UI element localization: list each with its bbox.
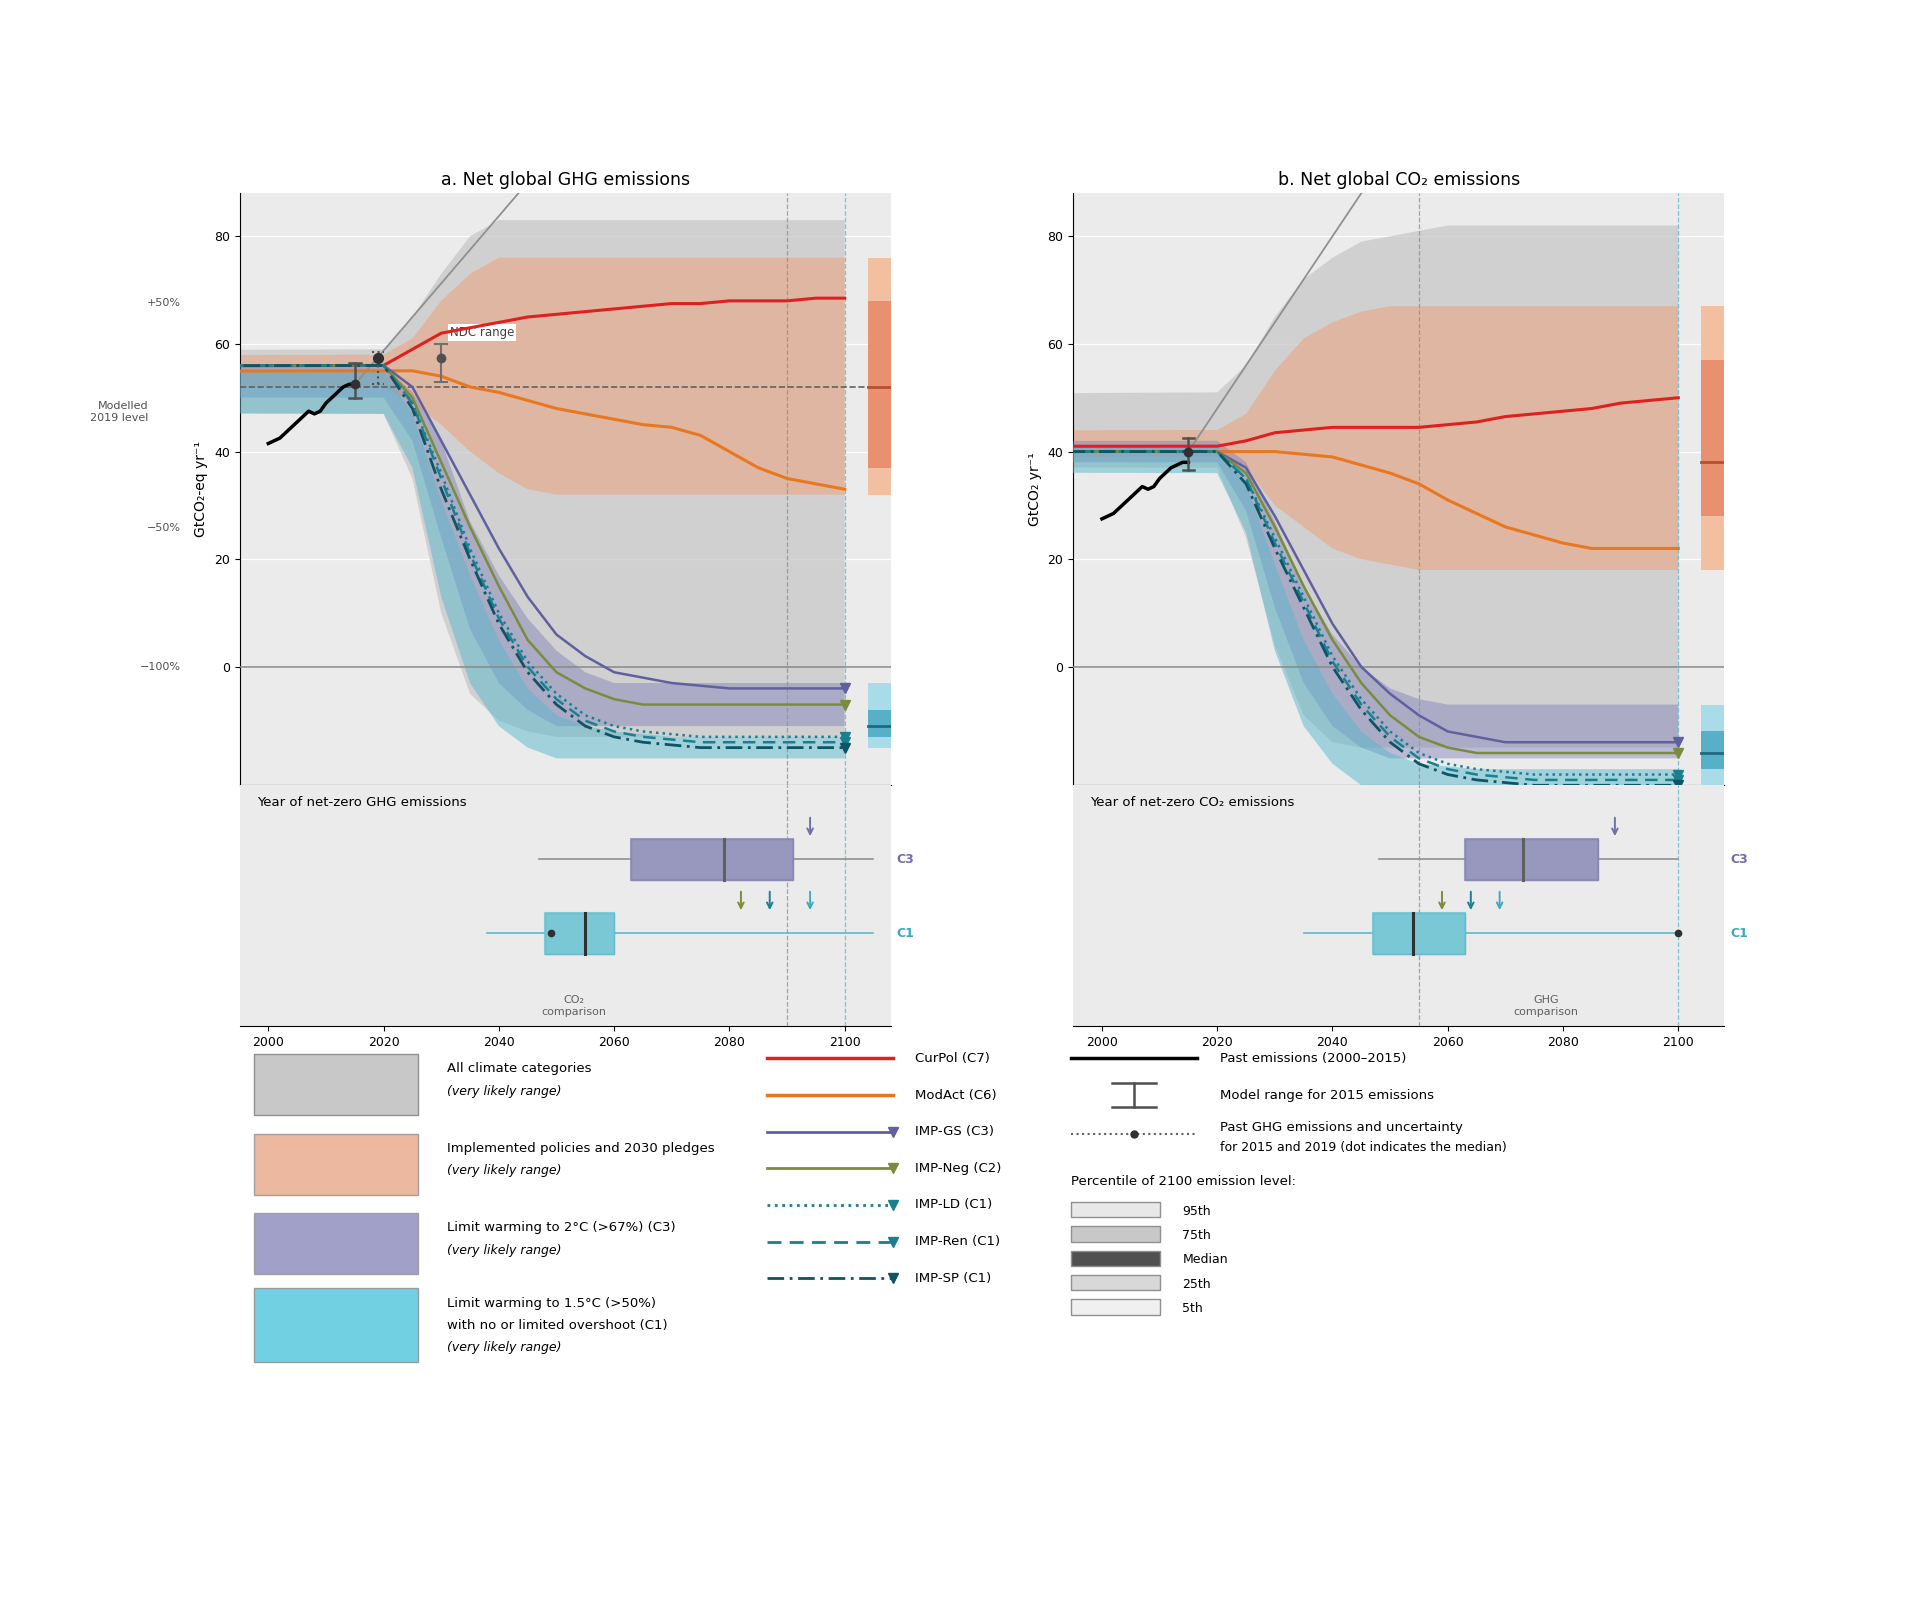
Text: Modelled
2019 level: Modelled 2019 level bbox=[90, 401, 148, 423]
Text: (very likely range): (very likely range) bbox=[446, 1243, 561, 1257]
Bar bbox=[1071, 1227, 1159, 1241]
Bar bbox=[255, 1133, 418, 1195]
Text: 25th: 25th bbox=[1182, 1278, 1211, 1291]
Bar bbox=[868, 301, 897, 469]
Text: (very likely range): (very likely range) bbox=[446, 1341, 561, 1354]
Bar bbox=[868, 683, 897, 747]
Bar bbox=[1701, 731, 1730, 770]
Text: Implemented policies and 2030 pledges: Implemented policies and 2030 pledges bbox=[446, 1141, 715, 1154]
Text: IMP-SP (C1): IMP-SP (C1) bbox=[916, 1272, 991, 1285]
Text: Percentile of 2100 emission level:: Percentile of 2100 emission level: bbox=[1071, 1175, 1295, 1188]
Title: b. Net global CO₂ emissions: b. Net global CO₂ emissions bbox=[1278, 171, 1519, 188]
Text: IMP-GS (C3): IMP-GS (C3) bbox=[916, 1125, 994, 1138]
Bar bbox=[255, 1055, 418, 1116]
Text: ModAct (C6): ModAct (C6) bbox=[916, 1088, 996, 1101]
Bar bbox=[1701, 306, 1730, 570]
Bar bbox=[1374, 913, 1466, 953]
Bar bbox=[1374, 913, 1466, 953]
Y-axis label: GtCO₂ yr⁻¹: GtCO₂ yr⁻¹ bbox=[1027, 452, 1042, 526]
Text: C3: C3 bbox=[1730, 853, 1747, 866]
Text: −100%: −100% bbox=[140, 662, 180, 671]
Bar bbox=[868, 710, 897, 737]
Text: C1: C1 bbox=[897, 927, 914, 940]
Text: Median: Median bbox=[1182, 1254, 1228, 1267]
Bar bbox=[544, 913, 615, 953]
Text: CurPol (C7): CurPol (C7) bbox=[916, 1051, 991, 1064]
Text: Model range for 2015 emissions: Model range for 2015 emissions bbox=[1219, 1088, 1433, 1101]
Bar bbox=[1701, 361, 1730, 517]
Text: All climate categories: All climate categories bbox=[446, 1063, 592, 1075]
Text: CO₂
comparison: CO₂ comparison bbox=[542, 995, 605, 1018]
Text: (very likely range): (very likely range) bbox=[446, 1085, 561, 1098]
Text: (very likely range): (very likely range) bbox=[446, 1164, 561, 1177]
Text: IMP-Neg (C2): IMP-Neg (C2) bbox=[916, 1162, 1002, 1175]
Text: with no or limited overshoot (C1): with no or limited overshoot (C1) bbox=[446, 1319, 669, 1331]
Title: a. Net global GHG emissions: a. Net global GHG emissions bbox=[441, 171, 690, 188]
Bar bbox=[868, 258, 897, 494]
Text: C3: C3 bbox=[897, 853, 914, 866]
Bar bbox=[544, 913, 615, 953]
Bar bbox=[1701, 705, 1730, 795]
Text: GHG
comparison: GHG comparison bbox=[1514, 995, 1579, 1018]
Text: Year of net-zero CO₂ emissions: Year of net-zero CO₂ emissions bbox=[1090, 797, 1295, 810]
Bar bbox=[1071, 1251, 1159, 1265]
Y-axis label: GtCO₂-eq yr⁻¹: GtCO₂-eq yr⁻¹ bbox=[194, 441, 209, 538]
Bar bbox=[255, 1212, 418, 1274]
Bar bbox=[1071, 1275, 1159, 1291]
Bar bbox=[632, 839, 793, 879]
Text: Year of net-zero GHG emissions: Year of net-zero GHG emissions bbox=[257, 797, 466, 810]
Text: +50%: +50% bbox=[148, 298, 180, 308]
Text: 5th: 5th bbox=[1182, 1302, 1203, 1315]
Bar bbox=[1071, 1299, 1159, 1315]
Bar bbox=[1466, 839, 1598, 879]
Text: Past GHG emissions and uncertainty: Past GHG emissions and uncertainty bbox=[1219, 1121, 1462, 1133]
Bar bbox=[255, 1288, 418, 1362]
Bar bbox=[1071, 1201, 1159, 1217]
Text: −50%: −50% bbox=[148, 523, 180, 533]
Text: NDC range: NDC range bbox=[450, 325, 513, 338]
Text: Limit warming to 1.5°C (>50%): Limit warming to 1.5°C (>50%) bbox=[446, 1296, 657, 1309]
Text: for 2015 and 2019 (dot indicates the median): for 2015 and 2019 (dot indicates the med… bbox=[1219, 1141, 1506, 1154]
Bar bbox=[632, 839, 793, 879]
Text: 75th: 75th bbox=[1182, 1228, 1211, 1241]
Text: Past emissions (2000–2015): Past emissions (2000–2015) bbox=[1219, 1051, 1406, 1064]
Text: Limit warming to 2°C (>67%) (C3): Limit warming to 2°C (>67%) (C3) bbox=[446, 1222, 676, 1235]
Text: C1: C1 bbox=[1730, 927, 1747, 940]
Text: 95th: 95th bbox=[1182, 1204, 1211, 1217]
Bar bbox=[1466, 839, 1598, 879]
Text: IMP-Ren (C1): IMP-Ren (C1) bbox=[916, 1235, 1000, 1248]
Text: IMP-LD (C1): IMP-LD (C1) bbox=[916, 1198, 992, 1211]
